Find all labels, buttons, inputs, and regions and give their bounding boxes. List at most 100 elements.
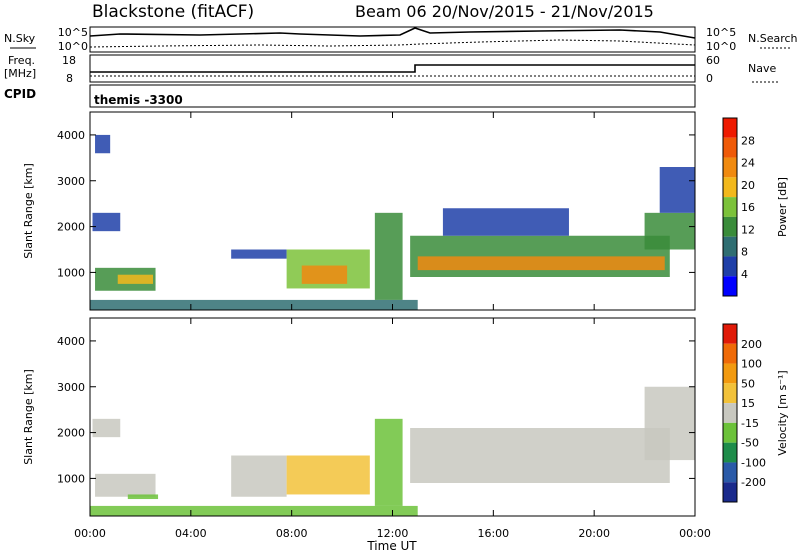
colorbar-tick-label: 200 bbox=[741, 338, 762, 351]
data-region bbox=[95, 473, 156, 497]
colorbar-segment bbox=[723, 482, 737, 502]
colorbar-segment bbox=[723, 276, 737, 296]
colorbar-frame bbox=[722, 117, 738, 297]
colorbar-segment bbox=[723, 403, 737, 423]
colorbar-tick-label: 16 bbox=[741, 201, 755, 214]
data-region bbox=[95, 134, 111, 154]
colorbar-frame bbox=[722, 323, 738, 503]
data-region bbox=[286, 455, 370, 495]
data-region bbox=[374, 212, 403, 300]
noise-right-tick-bottom: 10^0 bbox=[706, 40, 736, 53]
x-tick-label: 04:00 bbox=[175, 527, 207, 540]
data-region bbox=[659, 167, 695, 213]
data-region bbox=[231, 249, 287, 259]
power-panel: 1000 2000 3000 4000 Slant Range [km] bbox=[22, 111, 696, 311]
colorbar-tick-label: 4 bbox=[741, 268, 748, 281]
x-tick-label: 00:00 bbox=[74, 527, 106, 540]
y-tick-label: 4000 bbox=[57, 129, 85, 142]
colorbar-segment bbox=[723, 256, 737, 277]
freq-right-label: Nave bbox=[748, 62, 776, 75]
colorbar-tick-label: 100 bbox=[741, 358, 762, 371]
colorbar-segment bbox=[723, 118, 737, 138]
cpid-panel-frame bbox=[89, 84, 696, 108]
colorbar-segment bbox=[723, 216, 737, 237]
y-tick-label: 1000 bbox=[57, 266, 85, 279]
colorbar-tick-label: 50 bbox=[741, 377, 755, 390]
y-tick-label: 3000 bbox=[57, 381, 85, 394]
colorbar-tick-label: -200 bbox=[741, 476, 766, 489]
colorbar-segment bbox=[723, 137, 737, 158]
freq-right-tick-top: 60 bbox=[706, 54, 720, 67]
sky-noise-line bbox=[89, 27, 696, 39]
plot-title: Blackstone (fitACF) bbox=[92, 2, 254, 22]
noise-left-label: N.Sky bbox=[4, 32, 36, 45]
data-region bbox=[301, 265, 348, 284]
x-tick-label: 08:00 bbox=[276, 527, 308, 540]
data-region bbox=[117, 274, 154, 284]
noise-right-label: N.Search bbox=[748, 32, 798, 45]
colorbar-tick-label: 12 bbox=[741, 223, 755, 236]
plot-subtitle: Beam 06 20/Nov/2015 - 21/Nov/2015 bbox=[355, 2, 654, 21]
cpid-label: CPID bbox=[4, 87, 36, 101]
data-region bbox=[442, 208, 569, 236]
search-noise-line bbox=[89, 39, 696, 48]
colorbar-segment bbox=[723, 422, 737, 443]
y-tick-label: 2000 bbox=[57, 221, 85, 234]
colorbar-tick-label: 15 bbox=[741, 397, 755, 410]
colorbar-tick-label: -15 bbox=[741, 417, 759, 430]
colorbar-segment bbox=[723, 197, 737, 217]
y-tick-label: 3000 bbox=[57, 175, 85, 188]
noise-panel-frame bbox=[89, 26, 696, 53]
colorbar-segment bbox=[723, 324, 737, 344]
freq-right-tick-bottom: 0 bbox=[706, 72, 713, 85]
noise-left-tick-bottom: 10^0 bbox=[58, 40, 88, 53]
data-region bbox=[644, 212, 695, 250]
x-tick-label: 20:00 bbox=[578, 527, 610, 540]
data-region bbox=[410, 428, 670, 483]
colorbar-segment bbox=[723, 236, 737, 257]
colorbar-segment bbox=[723, 177, 737, 198]
x-tick-label: 12:00 bbox=[377, 527, 409, 540]
data-region bbox=[90, 505, 418, 516]
data-region bbox=[231, 455, 287, 497]
cpid-value: themis -3300 bbox=[94, 93, 183, 107]
colorbar-tick-label: 8 bbox=[741, 246, 748, 259]
noise-right-tick-top: 10^5 bbox=[706, 26, 736, 39]
colorbar-segment bbox=[723, 157, 737, 178]
data-region bbox=[90, 299, 418, 310]
data-region bbox=[92, 418, 121, 438]
velocity-panel: 1000 2000 3000 4000 00:00 04:00 08:00 12:00 16:0… bbox=[22, 317, 711, 540]
noise-left-tick-top: 10^5 bbox=[58, 26, 88, 39]
freq-left-tick-top: 18 bbox=[62, 54, 76, 67]
freq-panel: Freq. [MHz] 18 8 60 0 Nave bbox=[4, 54, 780, 85]
y-axis-title: Slant Range [km] bbox=[22, 369, 35, 465]
velocity-colorbar: 200 100 50 15 -15 -50 -100 -200 Velocity [m s⁻¹] bbox=[722, 323, 789, 503]
freq-left-label-2: [MHz] bbox=[4, 67, 36, 80]
colorbar-title: Velocity [m s⁻¹] bbox=[776, 370, 789, 455]
colorbar-tick-label: -50 bbox=[741, 437, 759, 450]
colorbar-segment bbox=[723, 363, 737, 384]
x-tick-label: 00:00 bbox=[679, 527, 711, 540]
freq-left-label-1: Freq. bbox=[8, 54, 35, 67]
freq-panel-frame bbox=[89, 54, 696, 83]
y-axis-title: Slant Range [km] bbox=[22, 163, 35, 259]
data-region bbox=[92, 212, 121, 232]
x-axis-title: Time UT bbox=[366, 539, 417, 553]
colorbar-title: Power [dB] bbox=[776, 177, 789, 237]
data-region bbox=[417, 256, 665, 271]
colorbar-tick-label: -100 bbox=[741, 456, 766, 469]
colorbar-segment bbox=[723, 343, 737, 364]
noise-panel: N.Sky 10^5 10^0 10^5 10^0 N.Search bbox=[4, 26, 798, 53]
colorbar-tick-label: 20 bbox=[741, 179, 755, 192]
cpid-panel: CPID themis -3300 bbox=[4, 84, 696, 108]
colorbar-tick-label: 24 bbox=[741, 157, 755, 170]
data-region bbox=[127, 494, 159, 500]
frequency-line bbox=[90, 64, 695, 73]
x-tick-label: 16:00 bbox=[477, 527, 509, 540]
y-tick-label: 2000 bbox=[57, 427, 85, 440]
y-tick-label: 4000 bbox=[57, 335, 85, 348]
y-tick-label: 1000 bbox=[57, 472, 85, 485]
colorbar-segment bbox=[723, 462, 737, 483]
colorbar-segment bbox=[723, 442, 737, 463]
